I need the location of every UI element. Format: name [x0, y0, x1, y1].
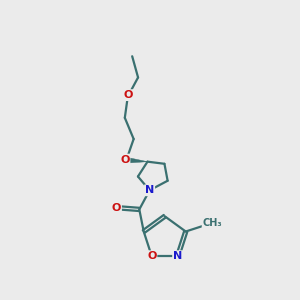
Polygon shape — [126, 157, 148, 163]
Text: O: O — [124, 90, 133, 100]
Text: O: O — [120, 154, 130, 165]
Text: O: O — [112, 203, 121, 213]
Text: CH₃: CH₃ — [202, 218, 222, 228]
Text: O: O — [147, 251, 156, 261]
Text: N: N — [145, 185, 154, 195]
Text: N: N — [173, 251, 182, 261]
